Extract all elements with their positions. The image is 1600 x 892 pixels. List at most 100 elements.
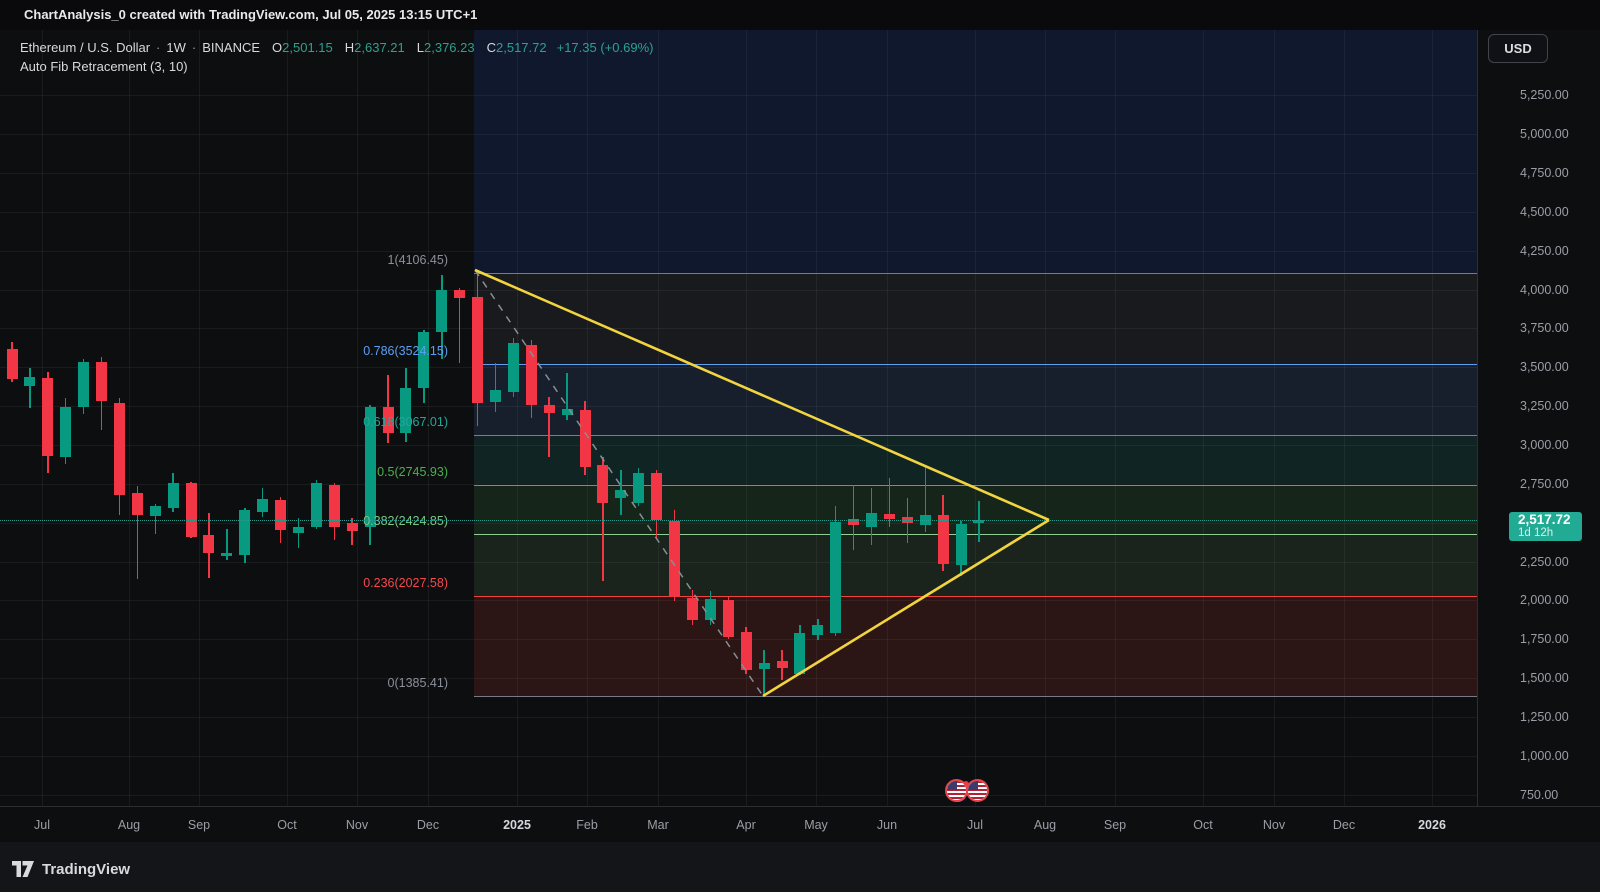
time-tick-label[interactable]: 2026 — [1418, 818, 1446, 832]
price-tick-label[interactable]: 1,500.00 — [1520, 671, 1569, 686]
time-tick-label[interactable]: Feb — [576, 818, 598, 832]
fib-line-0.382 — [474, 534, 1477, 536]
us-economic-event-icon[interactable] — [945, 779, 968, 802]
export-title-bar: ChartAnalysis_0 created with TradingView… — [0, 0, 1600, 30]
candle-wick — [136, 486, 139, 579]
candle-body — [812, 625, 824, 636]
candle-body — [454, 290, 466, 299]
price-tick-label[interactable]: 3,000.00 — [1520, 438, 1569, 452]
price-tick-label[interactable]: 750.00 — [1520, 787, 1559, 802]
time-tick-label[interactable]: Mar — [647, 818, 669, 832]
price-tick-label[interactable]: 1,000.00 — [1520, 748, 1569, 763]
footer-bar — [0, 842, 1600, 892]
ohlc-low: L2,376.23 — [416, 40, 475, 55]
time-tick-label[interactable]: Jul — [967, 818, 983, 832]
ohlc-high: H2,637.21 — [344, 40, 405, 55]
fib-label-0.382: 0.382(2424.85) — [363, 514, 448, 529]
candle-body — [597, 465, 609, 504]
fib-label-0.618: 0.618(3067.01) — [363, 414, 448, 429]
candle-body — [651, 473, 663, 521]
triangle-lower-line[interactable] — [762, 518, 1050, 698]
bar-countdown: 1d 12h — [1518, 527, 1554, 539]
time-tick-label[interactable]: May — [804, 818, 828, 832]
candle-body — [955, 524, 967, 566]
price-axis[interactable]: 5,250.00 5,000.00 4,750.00 4,500.00 4,250.00… — [1477, 30, 1600, 806]
triangle-upper-line[interactable] — [474, 268, 1050, 522]
price-tick-label[interactable]: 3,250.00 — [1520, 399, 1569, 414]
indicator-legend[interactable]: Auto Fib Retracement (3, 10) — [20, 59, 188, 74]
price-tick-label[interactable]: 4,250.00 — [1520, 243, 1569, 258]
price-gridline — [0, 95, 1477, 97]
time-gridline — [658, 30, 659, 806]
price-gridline — [0, 445, 1477, 446]
candle-body — [901, 516, 913, 523]
auto-fib-trendline[interactable] — [474, 269, 764, 697]
price-tick-label[interactable]: 5,000.00 — [1520, 127, 1569, 142]
time-tick-label[interactable]: Oct — [277, 818, 297, 832]
candle-body — [722, 599, 734, 637]
time-tick-label[interactable]: Jul — [34, 818, 50, 832]
symbol-legend[interactable]: Ethereum / U.S. Dollar · 1W · BINANCE O2,501.… — [20, 40, 654, 55]
time-tick-label[interactable]: Jun — [876, 818, 898, 832]
time-tick-label[interactable]: Aug — [117, 818, 141, 832]
us-economic-event-icon[interactable] — [966, 779, 989, 802]
price-tick-label[interactable]: 2,750.00 — [1520, 476, 1569, 491]
time-tick-label[interactable]: Nov — [345, 818, 369, 832]
price-gridline — [0, 522, 1477, 524]
candle-body — [973, 519, 985, 523]
fib-label-0.236: 0.236(2027.58) — [363, 576, 448, 591]
price-gridline — [0, 717, 1477, 719]
change-label: +17.35 (+0.69%) — [556, 40, 654, 55]
candle-body — [830, 521, 842, 634]
time-tick-label[interactable]: Nov — [1262, 818, 1286, 832]
price-tick-label[interactable]: 4,000.00 — [1520, 282, 1569, 297]
fib-line-0.618 — [474, 434, 1477, 436]
price-gridline — [0, 794, 1477, 796]
tradingview-logo-icon — [12, 861, 34, 877]
interval-label[interactable]: 1W — [166, 40, 186, 55]
price-tick-label[interactable]: 1,750.00 — [1520, 632, 1569, 647]
time-tick-label[interactable]: Oct — [1193, 818, 1213, 832]
price-tick-label[interactable]: 4,750.00 — [1520, 165, 1569, 180]
time-tick-label[interactable]: Aug — [1033, 818, 1057, 832]
time-gridline — [428, 30, 429, 806]
time-tick-label[interactable]: Apr — [736, 818, 756, 832]
time-tick-label[interactable]: 2025 — [503, 818, 531, 832]
tradingview-logo[interactable]: TradingView — [12, 856, 130, 882]
time-tick-label[interactable]: Sep — [1103, 818, 1127, 832]
candle-body — [310, 482, 322, 528]
candle-body — [346, 523, 358, 532]
candle-body — [579, 409, 591, 467]
candle-body — [937, 514, 949, 564]
candle-body — [472, 296, 484, 404]
price-gridline — [0, 211, 1477, 213]
time-tick-label[interactable]: Sep — [187, 818, 211, 832]
fib-label-0: 0(1385.41) — [387, 676, 448, 690]
ohlc-open: O2,501.15 — [272, 40, 333, 55]
currency-toggle-button[interactable]: USD — [1488, 34, 1548, 63]
time-tick-label[interactable]: Dec — [416, 818, 440, 832]
candle-body — [60, 406, 72, 457]
price-tick-label[interactable]: 3,750.00 — [1520, 321, 1569, 336]
candle-body — [96, 361, 108, 402]
drawings-layer — [474, 268, 1050, 698]
price-tick-label[interactable]: 5,250.00 — [1520, 88, 1569, 103]
price-tick-label[interactable]: 2,250.00 — [1520, 554, 1569, 569]
symbol-name[interactable]: Ethereum / U.S. Dollar — [20, 40, 151, 55]
candle-wick — [852, 485, 855, 551]
price-tick-label[interactable]: 2,000.00 — [1520, 593, 1569, 608]
candle-body — [615, 489, 627, 499]
fib-band-0.786-0.618 — [474, 363, 1477, 435]
price-gridline — [0, 289, 1477, 291]
time-gridline — [357, 30, 358, 806]
time-axis[interactable]: Jul Aug Sep Oct Nov Dec 2025 Feb Mar Apr May Jun Jul… — [0, 806, 1600, 843]
price-gridline — [0, 678, 1477, 680]
price-tick-label[interactable]: 1,250.00 — [1520, 710, 1569, 725]
chart-plot-area[interactable]: 1(4106.45) 0.786(3524.15) 0.618(3067.01) 0.… — [0, 30, 1477, 806]
price-tick-label[interactable]: 3,500.00 — [1520, 360, 1569, 375]
candle-body — [543, 405, 555, 414]
time-tick-label[interactable]: Dec — [1332, 818, 1356, 832]
price-tick-label[interactable]: 4,500.00 — [1520, 204, 1569, 219]
candle-wick — [548, 396, 550, 457]
exchange-label[interactable]: BINANCE — [202, 40, 261, 55]
